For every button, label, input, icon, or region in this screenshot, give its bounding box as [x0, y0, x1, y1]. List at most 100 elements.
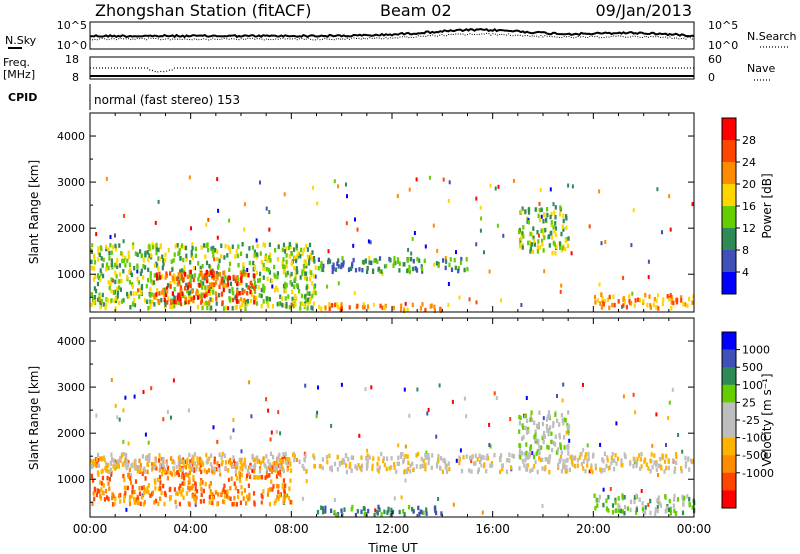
band-cell [458, 455, 461, 460]
band-cell [644, 510, 647, 515]
scatter-cell [668, 400, 671, 405]
band-cell [268, 501, 272, 507]
band-cell [180, 474, 183, 480]
band-cell [118, 285, 121, 290]
band-cell [260, 493, 263, 498]
band-cell [260, 293, 263, 299]
band-cell [442, 258, 445, 263]
band-cell [195, 495, 198, 500]
band-cell [676, 497, 680, 502]
band-cell [284, 494, 287, 499]
band-cell [337, 258, 340, 263]
band-cell [275, 465, 279, 471]
band-cell [191, 483, 194, 489]
band-cell [611, 452, 614, 457]
band-cell [333, 461, 337, 467]
band-cell [224, 465, 227, 471]
band-cell [221, 460, 224, 465]
colorbar-segment [722, 490, 736, 509]
scatter-cell [459, 448, 462, 453]
colorbar-tick-label: -25 [742, 414, 760, 427]
band-cell [113, 501, 116, 507]
scatter-cell [455, 250, 457, 255]
band-cell [230, 476, 233, 481]
band-cell [329, 466, 332, 471]
band-cell [92, 491, 95, 496]
band-cell [239, 478, 242, 484]
scatter-cell [316, 201, 319, 206]
band-cell [554, 221, 557, 226]
band-cell [154, 486, 157, 491]
band-cell [549, 214, 552, 220]
scatter-cell [110, 378, 113, 382]
scatter-cell [337, 281, 340, 286]
band-cell [218, 452, 221, 457]
band-cell [222, 306, 226, 311]
band-cell [185, 465, 188, 470]
band-cell [542, 212, 545, 218]
band-cell [460, 256, 463, 262]
band-cell [226, 253, 229, 258]
scatter-cell [568, 438, 571, 443]
band-cell [614, 497, 617, 503]
band-cell [654, 511, 657, 516]
band-cell [164, 252, 167, 257]
scatter-cell [162, 417, 165, 422]
band-cell [316, 509, 320, 515]
band-cell [524, 425, 527, 431]
band-cell [269, 462, 272, 467]
band-cell [163, 468, 166, 474]
band-cell [276, 271, 279, 276]
band-cell [301, 271, 304, 277]
scatter-cell [538, 233, 540, 238]
band-cell [527, 426, 530, 432]
scatter-cell [172, 378, 175, 383]
scatter-cell [265, 397, 268, 402]
band-cell [368, 455, 371, 460]
scatter-cell [442, 177, 445, 182]
band-cell [100, 469, 103, 475]
band-cell [457, 266, 460, 271]
band-cell [162, 457, 165, 462]
band-cell [567, 236, 570, 241]
band-cell [120, 251, 123, 256]
band-cell [251, 245, 254, 250]
band-cell [179, 285, 183, 290]
band-cell [424, 466, 427, 472]
band-cell [216, 265, 220, 270]
band-cell [411, 302, 414, 308]
band-cell [560, 450, 563, 455]
band-cell [114, 243, 117, 249]
band-cell [277, 244, 280, 250]
band-cell [640, 464, 643, 469]
band-cell [196, 295, 200, 300]
band-cell [536, 449, 539, 454]
scatter-cell [513, 178, 515, 183]
band-cell [508, 458, 511, 463]
scatter-cell [539, 188, 542, 193]
band-cell [216, 461, 219, 466]
band-cell [534, 429, 537, 434]
band-cell [465, 256, 468, 262]
band-cell [675, 460, 678, 465]
band-cell [121, 252, 124, 257]
band-cell [252, 260, 255, 266]
band-cell [341, 256, 344, 261]
band-cell [437, 263, 440, 269]
band-cell [306, 254, 309, 260]
band-cell [544, 457, 547, 462]
band-cell [538, 450, 541, 456]
scatter-cell [205, 222, 208, 227]
band-cell [286, 467, 289, 472]
band-cell [639, 457, 642, 462]
band-cell [282, 257, 285, 262]
band-cell [285, 253, 288, 258]
scatter-cell [396, 194, 399, 199]
band-cell [229, 461, 233, 467]
band-cell [233, 495, 236, 501]
band-cell [210, 305, 213, 311]
band-cell [521, 423, 524, 428]
band-cell [124, 463, 127, 468]
band-cell [284, 272, 287, 278]
band-cell [224, 275, 227, 280]
